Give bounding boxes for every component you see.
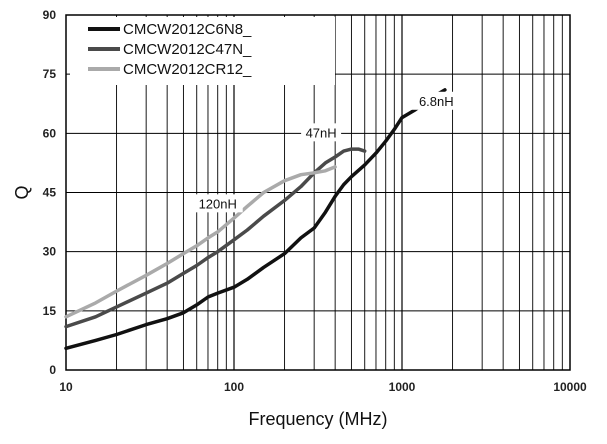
y-tick-label: 75 <box>43 67 57 81</box>
legend-entry-label: CMCW2012C47N_ <box>123 41 252 58</box>
y-tick-label: 30 <box>43 245 57 259</box>
legend-entry-label: CMCW2012CR12_ <box>123 61 252 78</box>
y-tick-label: 45 <box>43 186 57 200</box>
series-line-3 <box>64 165 337 319</box>
y-tick-label: 15 <box>43 304 57 318</box>
series-annotation-label: 120nH <box>199 196 237 211</box>
x-axis-label: Frequency (MHz) <box>248 409 387 429</box>
legend: CMCW2012C6N8_ CMCW2012C47N_ CMCW2012CR12_ <box>70 17 335 85</box>
annotation-background <box>411 91 462 110</box>
y-tick-label: 0 <box>49 363 56 377</box>
series-line-2 <box>64 147 367 329</box>
x-tick-label: 10 <box>59 380 73 394</box>
series-annotation-label: 6.8nH <box>419 94 454 109</box>
y-axis-label: Q <box>12 185 32 199</box>
y-tick-labels: 0 15 30 45 60 75 90 <box>43 8 57 377</box>
series-annotation-label: 47nH <box>306 125 337 140</box>
x-tick-label: 10000 <box>553 380 587 394</box>
annotations: 6.8nH 47nH 120nH <box>192 91 462 213</box>
x-tick-label: 1000 <box>389 380 416 394</box>
y-tick-label: 90 <box>43 8 57 22</box>
annotation-background <box>192 194 243 213</box>
y-tick-label: 60 <box>43 126 57 140</box>
series-line-1 <box>64 88 447 351</box>
legend-entry-label: CMCW2012C6N8_ <box>123 21 252 38</box>
x-tick-label: 100 <box>224 380 244 394</box>
plot-frame <box>65 14 571 371</box>
annotation-background <box>301 123 342 142</box>
x-tick-labels: 10 100 1000 10000 <box>59 380 587 394</box>
series-lines <box>64 88 447 351</box>
